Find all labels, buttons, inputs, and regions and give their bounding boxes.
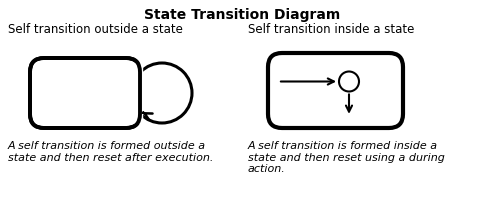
Text: Self transition outside a state: Self transition outside a state <box>8 23 183 36</box>
FancyBboxPatch shape <box>30 58 140 128</box>
Text: A self transition is formed outside a
state and then reset after execution.: A self transition is formed outside a st… <box>8 141 213 163</box>
Bar <box>130 63 142 123</box>
FancyBboxPatch shape <box>268 53 403 128</box>
Text: A self transition is formed inside a
state and then reset using a during
action.: A self transition is formed inside a sta… <box>248 141 445 174</box>
Text: State Transition Diagram: State Transition Diagram <box>144 8 340 22</box>
Text: Self transition inside a state: Self transition inside a state <box>248 23 414 36</box>
